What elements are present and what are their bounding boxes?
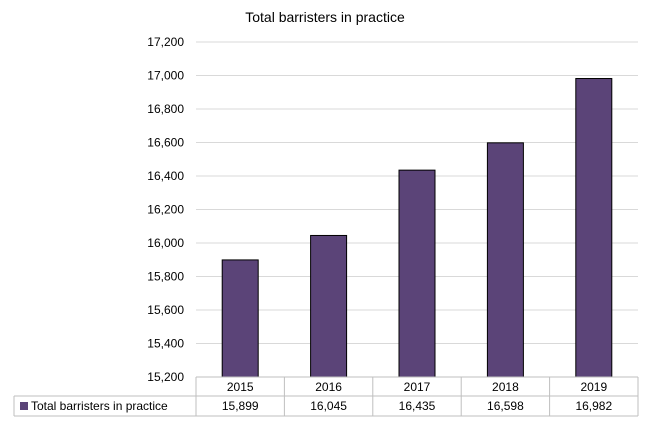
y-axis-tick-labels: 15,200 15,400 15,600 15,800 16,000 16,200 16,4…: [147, 35, 184, 384]
data-table-value: 16,435: [399, 399, 436, 413]
x-category-label: 2017: [404, 380, 431, 394]
bar-2018: [486, 142, 524, 378]
x-category-label: 2015: [227, 380, 254, 394]
bars: [221, 78, 613, 378]
bar-2015: [221, 259, 259, 378]
y-tick-label: 16,000: [147, 236, 184, 250]
bar-2017: [398, 169, 436, 378]
data-table-value: 15,899: [222, 399, 259, 413]
data-table-value: 16,982: [575, 399, 612, 413]
y-tick-label: 16,800: [147, 102, 184, 116]
y-tick-label: 15,200: [147, 370, 184, 384]
y-tick-label: 16,600: [147, 136, 184, 150]
legend-swatch: [20, 402, 28, 410]
data-table: 2015 2016 2017 2018 2019 Total barristers in …: [13, 376, 639, 417]
y-tick-label: 15,800: [147, 270, 184, 284]
bar-2016: [310, 234, 348, 378]
x-category-label: 2019: [580, 380, 607, 394]
x-category-label: 2018: [492, 380, 519, 394]
y-tick-label: 16,400: [147, 169, 184, 183]
chart-title: Total barristers in practice: [245, 9, 405, 25]
bar-2019: [575, 78, 613, 378]
series-name: Total barristers in practice: [31, 399, 168, 413]
y-tick-label: 15,400: [147, 337, 184, 351]
x-category-label: 2016: [315, 380, 342, 394]
data-table-value: 16,045: [310, 399, 347, 413]
y-tick-label: 17,000: [147, 69, 184, 83]
y-tick-label: 17,200: [147, 35, 184, 49]
y-tick-label: 16,200: [147, 203, 184, 217]
y-tick-label: 15,600: [147, 303, 184, 317]
data-table-value: 16,598: [487, 399, 524, 413]
